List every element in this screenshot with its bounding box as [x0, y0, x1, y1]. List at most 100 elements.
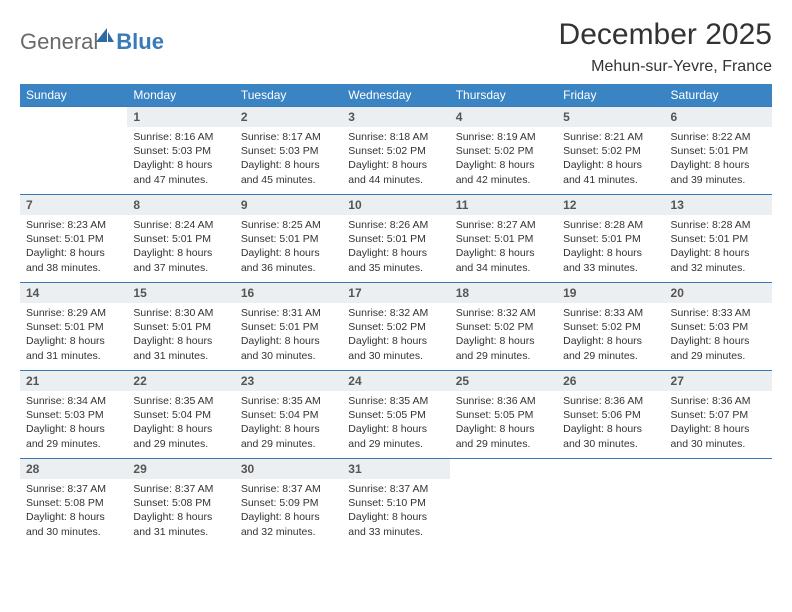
day-details: Sunrise: 8:36 AMSunset: 5:06 PMDaylight:…: [557, 391, 664, 457]
calendar-cell: 11Sunrise: 8:27 AMSunset: 5:01 PMDayligh…: [450, 195, 557, 283]
day-number: 14: [20, 283, 127, 303]
brand-text-1: General: [20, 29, 98, 55]
calendar-weekday-header: SundayMondayTuesdayWednesdayThursdayFrid…: [20, 84, 772, 107]
day-number: 15: [127, 283, 234, 303]
day-details: Sunrise: 8:36 AMSunset: 5:07 PMDaylight:…: [665, 391, 772, 457]
day-details: Sunrise: 8:35 AMSunset: 5:05 PMDaylight:…: [342, 391, 449, 457]
calendar-week-row: 14Sunrise: 8:29 AMSunset: 5:01 PMDayligh…: [20, 283, 772, 371]
calendar-cell: [557, 459, 664, 547]
calendar-cell: 22Sunrise: 8:35 AMSunset: 5:04 PMDayligh…: [127, 371, 234, 459]
calendar-cell: 4Sunrise: 8:19 AMSunset: 5:02 PMDaylight…: [450, 107, 557, 195]
title-block: December 2025 Mehun-sur-Yevre, France: [559, 18, 772, 76]
weekday-header-cell: Tuesday: [235, 84, 342, 107]
calendar-week-row: 7Sunrise: 8:23 AMSunset: 5:01 PMDaylight…: [20, 195, 772, 283]
calendar-cell: 26Sunrise: 8:36 AMSunset: 5:06 PMDayligh…: [557, 371, 664, 459]
month-title: December 2025: [559, 18, 772, 52]
day-number: 5: [557, 107, 664, 127]
day-number: 26: [557, 371, 664, 391]
day-number: 29: [127, 459, 234, 479]
day-number: 13: [665, 195, 772, 215]
day-number: 24: [342, 371, 449, 391]
calendar-cell: 3Sunrise: 8:18 AMSunset: 5:02 PMDaylight…: [342, 107, 449, 195]
day-number: 22: [127, 371, 234, 391]
calendar-week-row: 21Sunrise: 8:34 AMSunset: 5:03 PMDayligh…: [20, 371, 772, 459]
calendar-week-row: 1Sunrise: 8:16 AMSunset: 5:03 PMDaylight…: [20, 107, 772, 195]
calendar-cell: 7Sunrise: 8:23 AMSunset: 5:01 PMDaylight…: [20, 195, 127, 283]
day-number: 25: [450, 371, 557, 391]
day-details: Sunrise: 8:24 AMSunset: 5:01 PMDaylight:…: [127, 215, 234, 281]
brand-sail-icon: [96, 26, 114, 47]
day-number: 31: [342, 459, 449, 479]
calendar-cell: 29Sunrise: 8:37 AMSunset: 5:08 PMDayligh…: [127, 459, 234, 547]
day-details: Sunrise: 8:17 AMSunset: 5:03 PMDaylight:…: [235, 127, 342, 193]
calendar-cell: [665, 459, 772, 547]
day-details: Sunrise: 8:37 AMSunset: 5:10 PMDaylight:…: [342, 479, 449, 545]
day-details: Sunrise: 8:33 AMSunset: 5:03 PMDaylight:…: [665, 303, 772, 369]
day-number: 19: [557, 283, 664, 303]
day-details: Sunrise: 8:25 AMSunset: 5:01 PMDaylight:…: [235, 215, 342, 281]
day-details: Sunrise: 8:35 AMSunset: 5:04 PMDaylight:…: [235, 391, 342, 457]
calendar-cell: 15Sunrise: 8:30 AMSunset: 5:01 PMDayligh…: [127, 283, 234, 371]
day-details: Sunrise: 8:28 AMSunset: 5:01 PMDaylight:…: [557, 215, 664, 281]
calendar-cell: 14Sunrise: 8:29 AMSunset: 5:01 PMDayligh…: [20, 283, 127, 371]
day-number: 30: [235, 459, 342, 479]
day-details: Sunrise: 8:32 AMSunset: 5:02 PMDaylight:…: [342, 303, 449, 369]
day-details: Sunrise: 8:28 AMSunset: 5:01 PMDaylight:…: [665, 215, 772, 281]
day-number: 7: [20, 195, 127, 215]
day-number: 20: [665, 283, 772, 303]
day-number: 4: [450, 107, 557, 127]
day-number: 16: [235, 283, 342, 303]
calendar-body: 1Sunrise: 8:16 AMSunset: 5:03 PMDaylight…: [20, 107, 772, 547]
page-header: General Blue December 2025 Mehun-sur-Yev…: [20, 18, 772, 76]
day-number: 17: [342, 283, 449, 303]
day-number: 2: [235, 107, 342, 127]
calendar-cell: 12Sunrise: 8:28 AMSunset: 5:01 PMDayligh…: [557, 195, 664, 283]
day-number: 9: [235, 195, 342, 215]
weekday-header-cell: Friday: [557, 84, 664, 107]
day-details: Sunrise: 8:33 AMSunset: 5:02 PMDaylight:…: [557, 303, 664, 369]
weekday-header-cell: Thursday: [450, 84, 557, 107]
day-number: 27: [665, 371, 772, 391]
day-number: 21: [20, 371, 127, 391]
day-details: Sunrise: 8:18 AMSunset: 5:02 PMDaylight:…: [342, 127, 449, 193]
calendar-cell: [450, 459, 557, 547]
day-details: Sunrise: 8:29 AMSunset: 5:01 PMDaylight:…: [20, 303, 127, 369]
calendar-cell: 27Sunrise: 8:36 AMSunset: 5:07 PMDayligh…: [665, 371, 772, 459]
calendar-cell: 10Sunrise: 8:26 AMSunset: 5:01 PMDayligh…: [342, 195, 449, 283]
calendar-cell: 2Sunrise: 8:17 AMSunset: 5:03 PMDaylight…: [235, 107, 342, 195]
day-number: 6: [665, 107, 772, 127]
day-number: 8: [127, 195, 234, 215]
day-number: 10: [342, 195, 449, 215]
brand-logo: General Blue: [20, 18, 164, 57]
calendar-week-row: 28Sunrise: 8:37 AMSunset: 5:08 PMDayligh…: [20, 459, 772, 547]
calendar-cell: 18Sunrise: 8:32 AMSunset: 5:02 PMDayligh…: [450, 283, 557, 371]
calendar-cell: 28Sunrise: 8:37 AMSunset: 5:08 PMDayligh…: [20, 459, 127, 547]
day-details: Sunrise: 8:34 AMSunset: 5:03 PMDaylight:…: [20, 391, 127, 457]
calendar-cell: 1Sunrise: 8:16 AMSunset: 5:03 PMDaylight…: [127, 107, 234, 195]
day-number: 28: [20, 459, 127, 479]
calendar-cell: 13Sunrise: 8:28 AMSunset: 5:01 PMDayligh…: [665, 195, 772, 283]
day-details: Sunrise: 8:37 AMSunset: 5:08 PMDaylight:…: [20, 479, 127, 545]
day-number: 3: [342, 107, 449, 127]
calendar-cell: 20Sunrise: 8:33 AMSunset: 5:03 PMDayligh…: [665, 283, 772, 371]
day-details: Sunrise: 8:32 AMSunset: 5:02 PMDaylight:…: [450, 303, 557, 369]
calendar-page: General Blue December 2025 Mehun-sur-Yev…: [0, 0, 792, 567]
calendar-cell: 21Sunrise: 8:34 AMSunset: 5:03 PMDayligh…: [20, 371, 127, 459]
day-details: Sunrise: 8:35 AMSunset: 5:04 PMDaylight:…: [127, 391, 234, 457]
weekday-header-cell: Sunday: [20, 84, 127, 107]
calendar-cell: [20, 107, 127, 195]
day-details: Sunrise: 8:26 AMSunset: 5:01 PMDaylight:…: [342, 215, 449, 281]
day-number: 18: [450, 283, 557, 303]
weekday-header-cell: Saturday: [665, 84, 772, 107]
day-number: 23: [235, 371, 342, 391]
day-details: Sunrise: 8:23 AMSunset: 5:01 PMDaylight:…: [20, 215, 127, 281]
day-details: Sunrise: 8:31 AMSunset: 5:01 PMDaylight:…: [235, 303, 342, 369]
day-details: Sunrise: 8:16 AMSunset: 5:03 PMDaylight:…: [127, 127, 234, 193]
day-number: 1: [127, 107, 234, 127]
day-details: Sunrise: 8:37 AMSunset: 5:09 PMDaylight:…: [235, 479, 342, 545]
calendar-cell: 8Sunrise: 8:24 AMSunset: 5:01 PMDaylight…: [127, 195, 234, 283]
calendar-cell: 25Sunrise: 8:36 AMSunset: 5:05 PMDayligh…: [450, 371, 557, 459]
weekday-header-cell: Wednesday: [342, 84, 449, 107]
day-details: Sunrise: 8:36 AMSunset: 5:05 PMDaylight:…: [450, 391, 557, 457]
day-details: Sunrise: 8:19 AMSunset: 5:02 PMDaylight:…: [450, 127, 557, 193]
